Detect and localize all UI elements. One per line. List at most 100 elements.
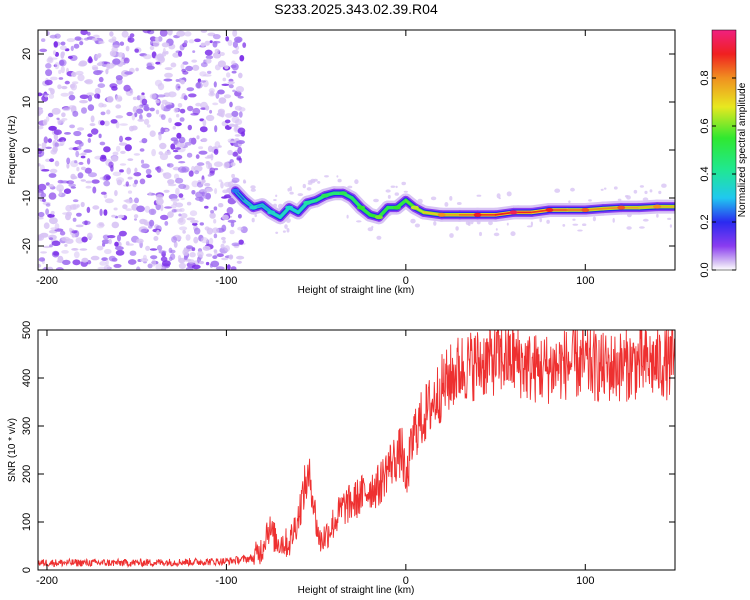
noise-speckle	[68, 94, 76, 101]
noise-speckle	[71, 230, 78, 234]
noise-speckle	[81, 257, 89, 263]
noise-speckle	[141, 138, 148, 144]
noise-speckle	[98, 102, 104, 108]
noise-speckle	[79, 41, 84, 46]
noise-speckle	[86, 92, 95, 97]
noise-speckle	[125, 208, 133, 212]
colorbar-label: Normalized spectral amplitude	[737, 82, 748, 217]
noise-speckle	[68, 91, 74, 96]
noise-speckle	[139, 178, 146, 185]
noise-speckle	[221, 83, 230, 87]
noise-speckle	[192, 222, 198, 226]
noise-speckle	[237, 146, 243, 154]
noise-speckle	[213, 219, 217, 224]
noise-speckle	[113, 263, 122, 268]
noise-speckle	[156, 245, 163, 251]
noise-speckle	[202, 119, 207, 127]
noise-speckle	[164, 72, 173, 78]
noise-speckle	[154, 54, 164, 62]
noise-speckle	[204, 205, 209, 209]
noise-speckle	[140, 228, 148, 233]
colorbar-ticks: 0.0 0.2 0.4 0.6 0.8	[699, 70, 736, 278]
noise-speckle	[142, 30, 152, 34]
snr-line	[38, 330, 675, 568]
noise-speckle	[149, 219, 155, 227]
noise-speckle	[64, 243, 68, 247]
noise-speckle	[107, 235, 116, 239]
noise-speckle	[204, 49, 213, 56]
noise-speckle	[40, 251, 47, 254]
noise-speckle	[175, 79, 180, 82]
noise-speckle	[71, 233, 76, 238]
noise-speckle	[167, 179, 175, 185]
noise-speckle	[86, 206, 91, 213]
noise-speckle	[161, 42, 170, 48]
track-speckle	[588, 199, 592, 202]
track-speckle	[289, 191, 294, 195]
noise-speckle	[236, 255, 245, 260]
figure-title: S233.2025.343.02.39.R04	[274, 1, 438, 17]
noise-speckle	[67, 55, 73, 60]
noise-speckle	[196, 162, 205, 166]
noise-speckle	[160, 103, 165, 111]
noise-speckle	[123, 84, 131, 92]
track-speckle	[603, 187, 607, 190]
noise-speckle	[115, 115, 124, 119]
track-speckle	[254, 213, 257, 218]
signal-peak	[653, 204, 662, 209]
track-speckle	[592, 216, 597, 222]
y-tick-label: 100	[21, 513, 33, 531]
noise-speckle	[88, 172, 97, 178]
noise-speckle	[126, 243, 134, 246]
noise-speckle	[58, 69, 62, 75]
noise-speckle	[136, 266, 141, 270]
noise-speckle	[43, 222, 50, 229]
noise-speckle	[56, 139, 63, 142]
track-speckle	[414, 223, 420, 228]
noise-speckle	[59, 119, 65, 123]
noise-speckle	[231, 70, 237, 74]
noise-speckle	[205, 55, 214, 60]
track-speckle	[317, 181, 321, 184]
track-speckle	[273, 199, 277, 201]
noise-speckle	[178, 50, 183, 57]
noise-speckle	[60, 51, 65, 57]
signal-peak	[267, 210, 276, 215]
spectrogram-ylabel: Frequency (Hz)	[7, 116, 18, 185]
noise-speckle	[72, 199, 79, 203]
noise-speckle	[103, 180, 111, 187]
noise-speckle	[177, 255, 182, 261]
noise-speckle	[62, 259, 71, 265]
noise-speckle	[201, 137, 208, 143]
noise-speckle	[136, 205, 145, 213]
track-speckle	[251, 217, 255, 223]
noise-speckle	[124, 136, 132, 141]
noise-speckle	[178, 262, 186, 269]
noise-speckle	[202, 245, 211, 251]
track-speckle	[275, 194, 278, 198]
noise-speckle	[164, 67, 173, 71]
noise-speckle	[115, 121, 120, 129]
noise-speckle	[56, 117, 60, 121]
noise-speckle	[205, 253, 213, 257]
noise-speckle	[229, 101, 233, 108]
track-speckle	[307, 181, 313, 185]
noise-speckle	[148, 208, 157, 215]
noise-speckle	[100, 120, 105, 126]
noise-speckle	[45, 158, 51, 162]
track-speckle	[376, 235, 382, 240]
noise-speckle	[195, 102, 202, 107]
track-speckle	[562, 224, 566, 227]
noise-speckle	[172, 201, 178, 205]
spectrogram-xlabel: Height of straight line (km)	[298, 285, 415, 296]
noise-speckle	[38, 143, 42, 147]
noise-speckle	[190, 219, 199, 224]
noise-speckle	[112, 58, 121, 65]
noise-speckle	[99, 208, 103, 216]
noise-speckle	[53, 129, 62, 135]
track-speckle	[433, 221, 437, 226]
y-tick-label: 200	[21, 465, 33, 483]
noise-speckle	[191, 180, 199, 188]
noise-speckle	[86, 232, 93, 240]
x-tick-label: 100	[576, 575, 594, 587]
